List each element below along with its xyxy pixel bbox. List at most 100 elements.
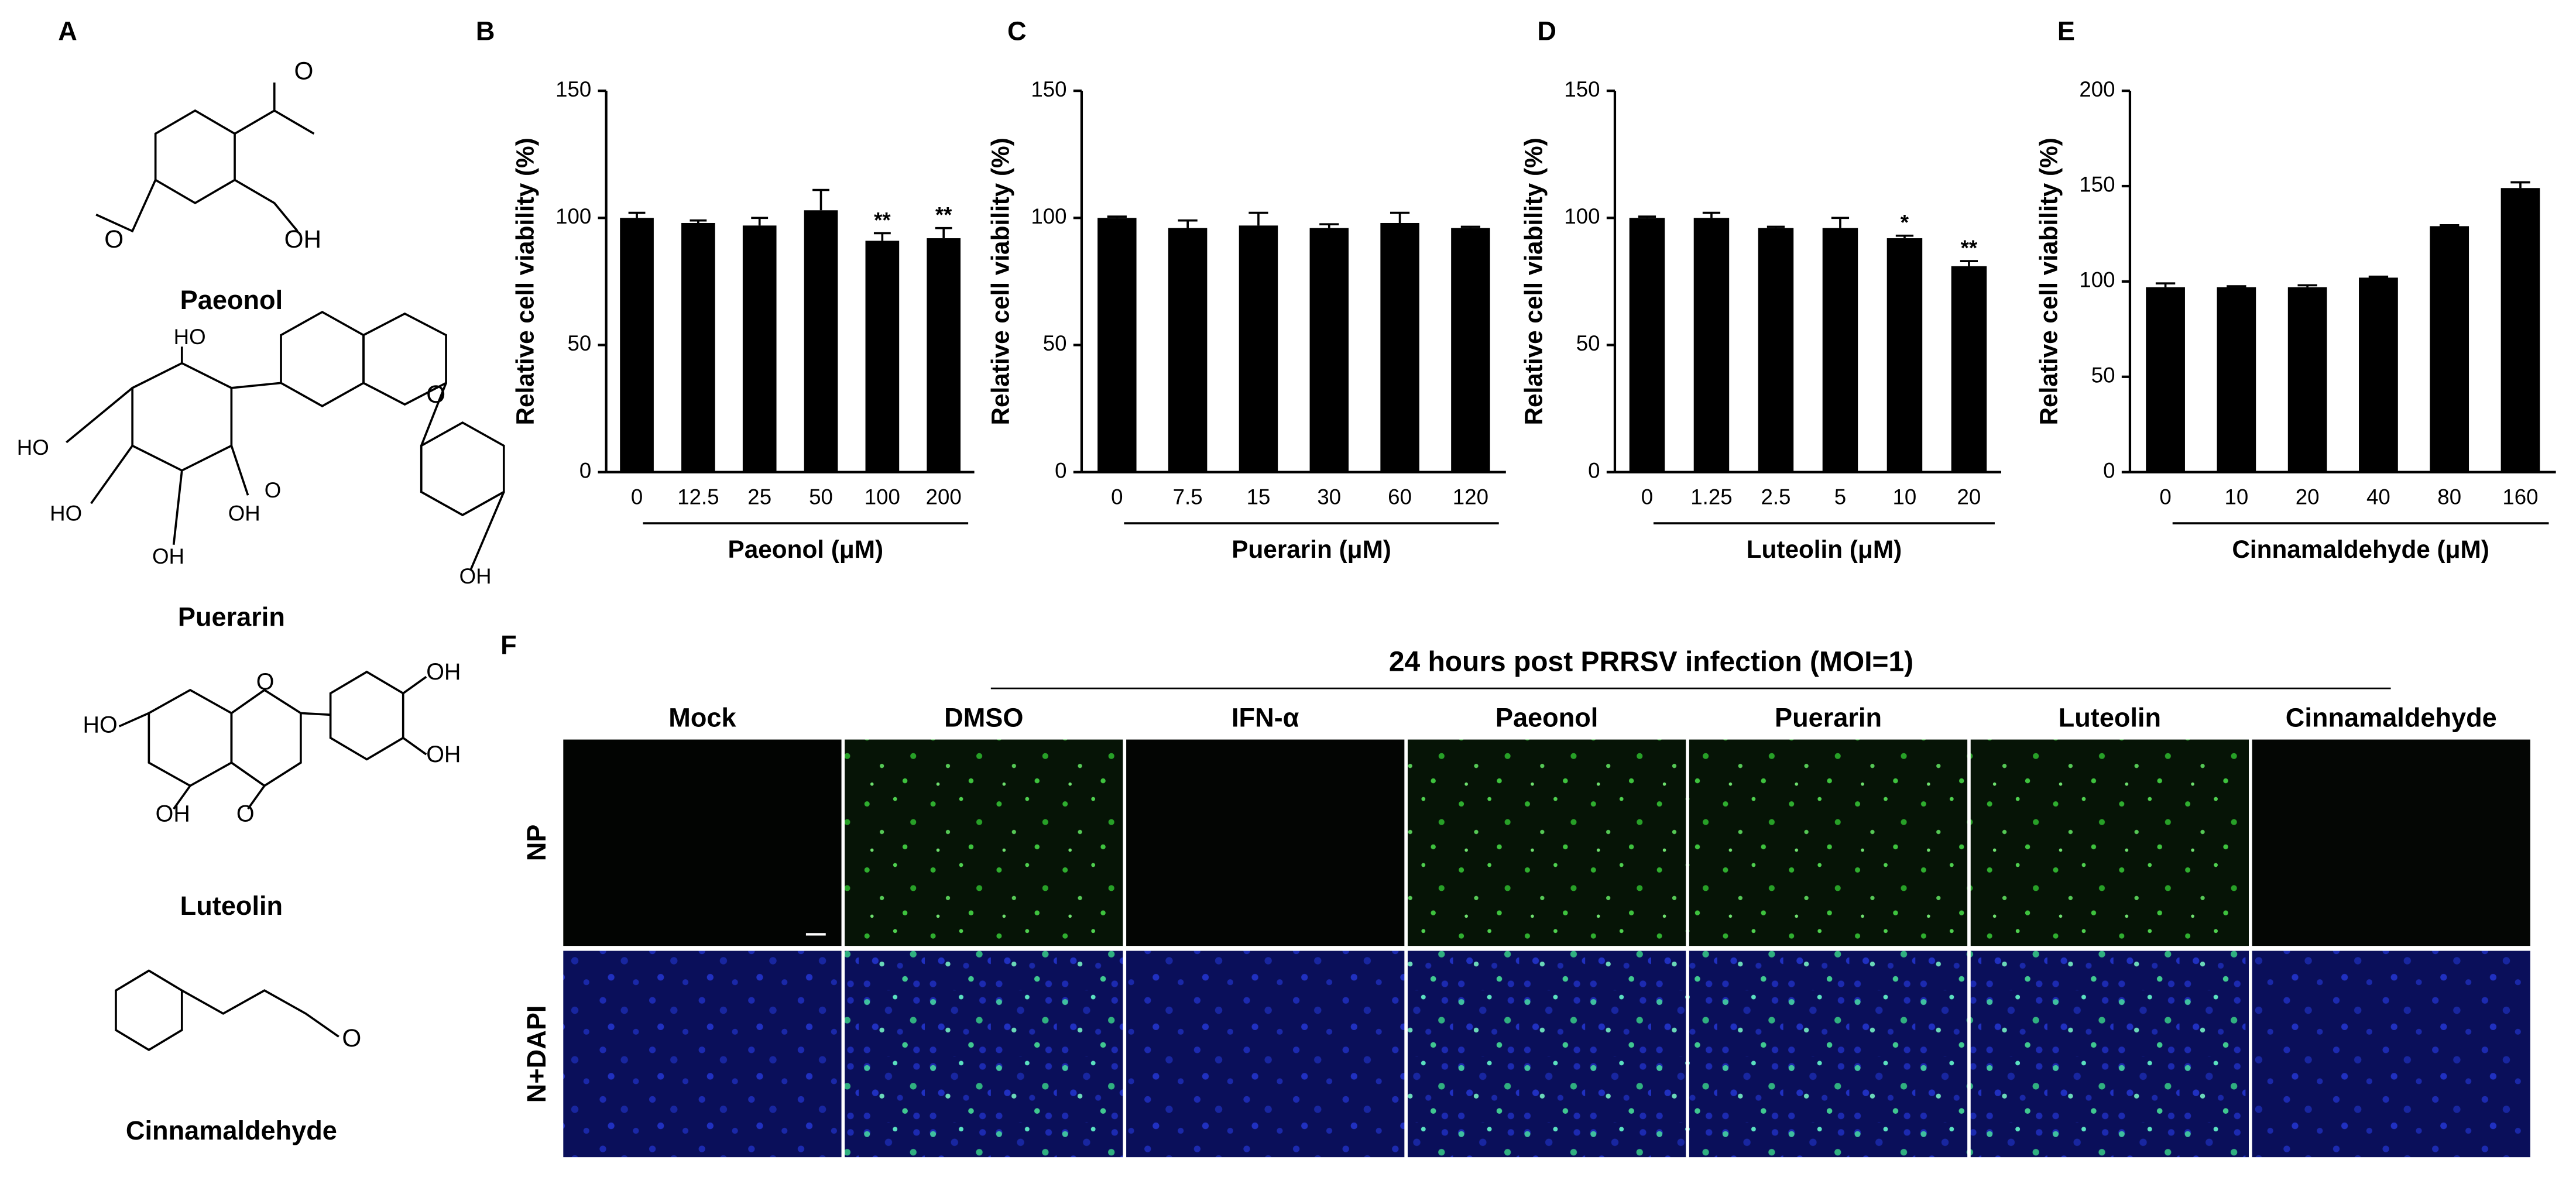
compound-name: Paeonol xyxy=(180,285,283,315)
y-tick-label: 100 xyxy=(555,204,591,228)
x-axis-label: Cinnamaldehyde (μM) xyxy=(2232,536,2489,563)
atom: HO xyxy=(83,712,118,737)
x-tick-label: 50 xyxy=(809,485,833,509)
atom: HO xyxy=(50,502,82,526)
bar xyxy=(1822,228,1858,472)
x-tick-label: 10 xyxy=(1893,485,1917,509)
column-label: Mock xyxy=(668,703,736,733)
compound-name: Cinnamaldehyde xyxy=(126,1116,337,1145)
error-bar xyxy=(1895,234,1914,239)
micrograph xyxy=(1407,739,1686,946)
atom: OH xyxy=(156,801,190,827)
x-tick-label: 1.25 xyxy=(1690,485,1732,509)
y-tick-label: 50 xyxy=(567,331,591,355)
x-tick-label: 100 xyxy=(865,485,900,509)
x-tick-label: 2.5 xyxy=(1761,485,1790,509)
panel-label: F xyxy=(500,630,517,660)
x-tick-label: 80 xyxy=(2437,485,2461,509)
micrograph xyxy=(2252,739,2530,946)
bar xyxy=(2287,287,2327,472)
bond xyxy=(66,346,505,570)
atom: O xyxy=(294,57,314,84)
bar xyxy=(1886,238,1923,472)
structures: O O OH HO O HO HO OH O OH OH OH HO O OH … xyxy=(17,57,505,1145)
bar xyxy=(1629,218,1665,472)
bar xyxy=(1168,228,1208,472)
panel-label: A xyxy=(58,16,77,46)
microscopy-title: 24 hours post PRRSV infection (MOI=1) xyxy=(1389,646,1913,677)
error-bar xyxy=(2368,275,2389,278)
column-label: Puerarin xyxy=(1775,703,1882,733)
y-tick-label: 50 xyxy=(1576,331,1600,355)
error-bar xyxy=(1767,225,1785,228)
ring xyxy=(420,421,505,517)
error-bar xyxy=(751,217,769,226)
atom: HO xyxy=(174,325,206,349)
column-label: IFN-α xyxy=(1232,703,1299,733)
y-axis-label: Relative cell viability (%) xyxy=(1520,138,1548,425)
y-tick-label: 0 xyxy=(1588,458,1600,482)
bond xyxy=(181,989,339,1038)
error-bar xyxy=(935,227,952,239)
significance: ** xyxy=(935,203,952,227)
error-bar xyxy=(873,232,891,241)
error-bar xyxy=(628,211,646,218)
compound-name: Puerarin xyxy=(178,602,285,632)
bar xyxy=(681,222,715,472)
x-axis-label: Luteolin (μM) xyxy=(1747,536,1902,563)
atom: OH xyxy=(426,742,461,767)
x-tick-label: 15 xyxy=(1247,485,1271,509)
micrograph xyxy=(2252,950,2530,1158)
bar xyxy=(2430,226,2469,472)
atom: OH xyxy=(426,659,461,685)
error-bar xyxy=(1390,211,1410,223)
x-tick-label: 20 xyxy=(1957,485,1981,509)
bar xyxy=(1239,225,1278,472)
error-bar xyxy=(1702,211,1721,218)
y-tick-label: 150 xyxy=(555,77,591,101)
bar xyxy=(865,241,900,472)
atom: OH xyxy=(152,544,184,568)
significance: ** xyxy=(874,208,891,232)
significance: * xyxy=(1901,211,1909,235)
micrograph xyxy=(563,739,842,946)
x-tick-label: 25 xyxy=(747,485,771,509)
bar xyxy=(804,210,838,472)
ring xyxy=(148,688,233,787)
error-bar xyxy=(690,219,707,223)
ring xyxy=(329,670,404,761)
column-label: Paeonol xyxy=(1495,703,1598,733)
micrograph xyxy=(1407,950,1686,1158)
micrograph xyxy=(1689,739,1968,946)
bar xyxy=(2500,188,2540,472)
error-bar xyxy=(2155,282,2176,287)
compound-name: Luteolin xyxy=(180,891,283,921)
error-bar xyxy=(1638,215,1656,218)
bond xyxy=(95,83,315,233)
micrograph xyxy=(1970,950,2249,1158)
y-tick-label: 100 xyxy=(2079,268,2115,292)
error-bar xyxy=(2510,181,2530,188)
x-tick-label: 0 xyxy=(1111,485,1123,509)
x-tick-label: 160 xyxy=(2502,485,2538,509)
atom: O xyxy=(236,801,255,827)
y-axis-label: Relative cell viability (%) xyxy=(511,138,538,425)
y-axis-label: Relative cell viability (%) xyxy=(2035,138,2063,425)
y-tick-label: 0 xyxy=(2103,458,2115,482)
bar xyxy=(1758,228,1794,472)
x-tick-label: 40 xyxy=(2366,485,2390,509)
y-tick-label: 50 xyxy=(2091,363,2115,387)
row-label: NP xyxy=(522,825,551,862)
micrograph xyxy=(1126,739,1405,946)
y-axis-label: Relative cell viability (%) xyxy=(987,138,1014,425)
error-bar xyxy=(1460,225,1481,228)
panel-label: D xyxy=(1537,16,1556,46)
y-tick-label: 0 xyxy=(1055,458,1066,482)
x-tick-label: 0 xyxy=(1641,485,1653,509)
micrograph xyxy=(1689,950,1968,1158)
row-label: N+DAPI xyxy=(522,1006,551,1103)
y-tick-label: 150 xyxy=(1564,77,1600,101)
bar xyxy=(1451,228,1490,472)
bar xyxy=(620,218,654,472)
